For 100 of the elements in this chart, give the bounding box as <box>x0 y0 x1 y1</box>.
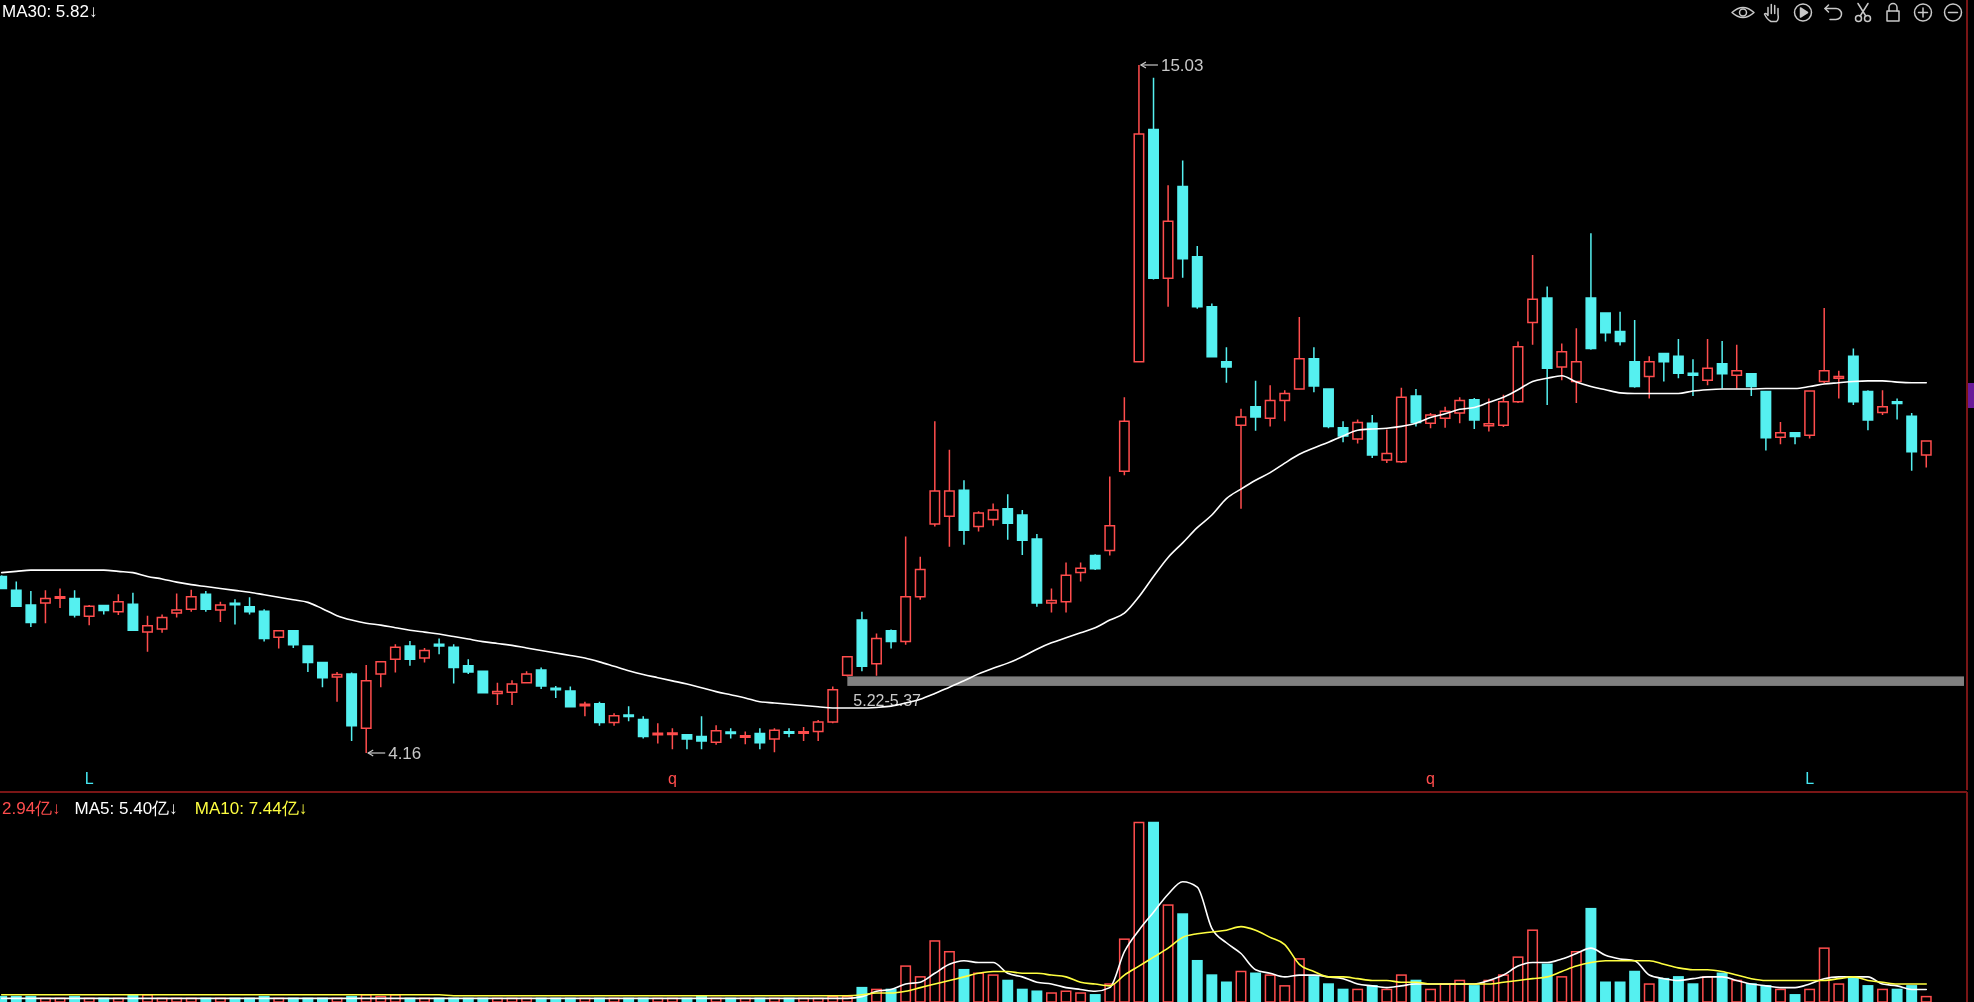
bar <box>1045 992 1057 1002</box>
candlestick <box>943 449 955 548</box>
candlestick <box>885 628 897 650</box>
candlestick <box>841 655 853 678</box>
candlestick <box>1060 561 1072 614</box>
bar <box>1308 976 1320 1002</box>
candlestick <box>39 589 51 624</box>
candlestick <box>1148 76 1159 281</box>
candlestick <box>1731 344 1743 390</box>
candlestick <box>214 600 226 623</box>
bar <box>1614 981 1626 1002</box>
bar <box>1906 985 1918 1002</box>
bar <box>1818 947 1830 1002</box>
candlestick <box>1366 414 1378 459</box>
bar <box>1891 988 1903 1002</box>
text: MA10: 7.44亿↓ <box>194 799 308 818</box>
candlestick <box>1556 342 1568 381</box>
candlestick <box>491 681 503 706</box>
text: L <box>84 770 94 787</box>
candlestick <box>200 590 212 613</box>
bar <box>1075 992 1087 1002</box>
candlestick <box>856 611 868 673</box>
candlestick <box>1877 389 1888 416</box>
candlestick <box>1789 431 1801 445</box>
text: MA5: 5.40亿↓ <box>74 799 178 818</box>
bar <box>1352 988 1364 1002</box>
candlestick <box>579 700 591 718</box>
bar <box>1658 977 1670 1002</box>
candlestick <box>1162 184 1174 308</box>
candlestick <box>1381 428 1393 464</box>
text: q <box>667 770 677 787</box>
candlestick <box>1527 254 1539 346</box>
bar <box>1585 907 1597 1002</box>
bar <box>1031 990 1043 1002</box>
text: MA30: 5.82↓ <box>2 2 98 21</box>
candlestick <box>666 727 678 750</box>
candlestick <box>25 590 37 628</box>
candlestick <box>1468 397 1480 430</box>
bar <box>1468 985 1480 1002</box>
bar <box>1731 979 1743 1002</box>
bar <box>1089 994 1101 1002</box>
candlestick <box>98 604 110 616</box>
annotation: 15.03 <box>1160 55 1204 75</box>
candlestick <box>521 670 533 685</box>
candlestick <box>783 727 795 738</box>
candlestick <box>958 479 970 546</box>
bar <box>1454 979 1466 1002</box>
candlestick <box>1308 346 1320 393</box>
candlestick <box>171 592 183 619</box>
candlestick <box>535 666 547 690</box>
bar <box>1220 981 1232 1002</box>
bar <box>1439 983 1451 1002</box>
bar <box>1060 990 1072 1002</box>
bar <box>929 940 941 1002</box>
bar <box>1250 972 1262 1002</box>
candlestick <box>1920 440 1932 469</box>
bar <box>1789 994 1801 1002</box>
candlestick <box>1395 387 1407 464</box>
bar <box>1570 950 1582 1002</box>
candlestick <box>404 640 416 667</box>
candlestick <box>1352 418 1364 445</box>
bar <box>1337 988 1349 1002</box>
candlestick <box>608 712 620 727</box>
candlestick <box>550 685 562 699</box>
candlestick <box>1177 159 1189 279</box>
bar <box>1877 988 1888 1002</box>
candlestick <box>564 685 576 709</box>
bar <box>1002 979 1014 1002</box>
bar <box>1920 995 1932 1002</box>
candlestick <box>287 629 299 649</box>
candlestick <box>346 671 358 742</box>
candlestick <box>1862 389 1874 431</box>
candlestick <box>594 700 605 727</box>
candlestick <box>739 730 751 745</box>
candlestick <box>1104 475 1116 557</box>
bar <box>987 974 999 1002</box>
bar <box>1672 976 1684 1002</box>
candlestick <box>1016 509 1028 556</box>
candlestick <box>1687 358 1699 397</box>
bar <box>1556 976 1568 1002</box>
candlestick <box>477 669 489 695</box>
candlestick <box>1002 493 1014 541</box>
candlestick <box>1570 327 1582 404</box>
text: L <box>1805 770 1815 787</box>
bar <box>1716 972 1728 1002</box>
candlestick <box>258 608 270 643</box>
candlestick <box>69 589 81 619</box>
candlestick <box>448 643 460 685</box>
bar <box>1177 913 1189 1002</box>
candlestick <box>1191 245 1203 310</box>
candlestick <box>1250 380 1262 432</box>
candlestick <box>462 658 474 675</box>
bar <box>1118 938 1130 1002</box>
candlestick <box>1089 553 1101 571</box>
candlestick <box>1614 311 1626 347</box>
candlestick <box>389 643 401 674</box>
candlestick <box>1891 397 1903 421</box>
candlestick <box>244 596 256 616</box>
candlestick <box>1745 373 1757 397</box>
candlestick <box>229 598 241 626</box>
